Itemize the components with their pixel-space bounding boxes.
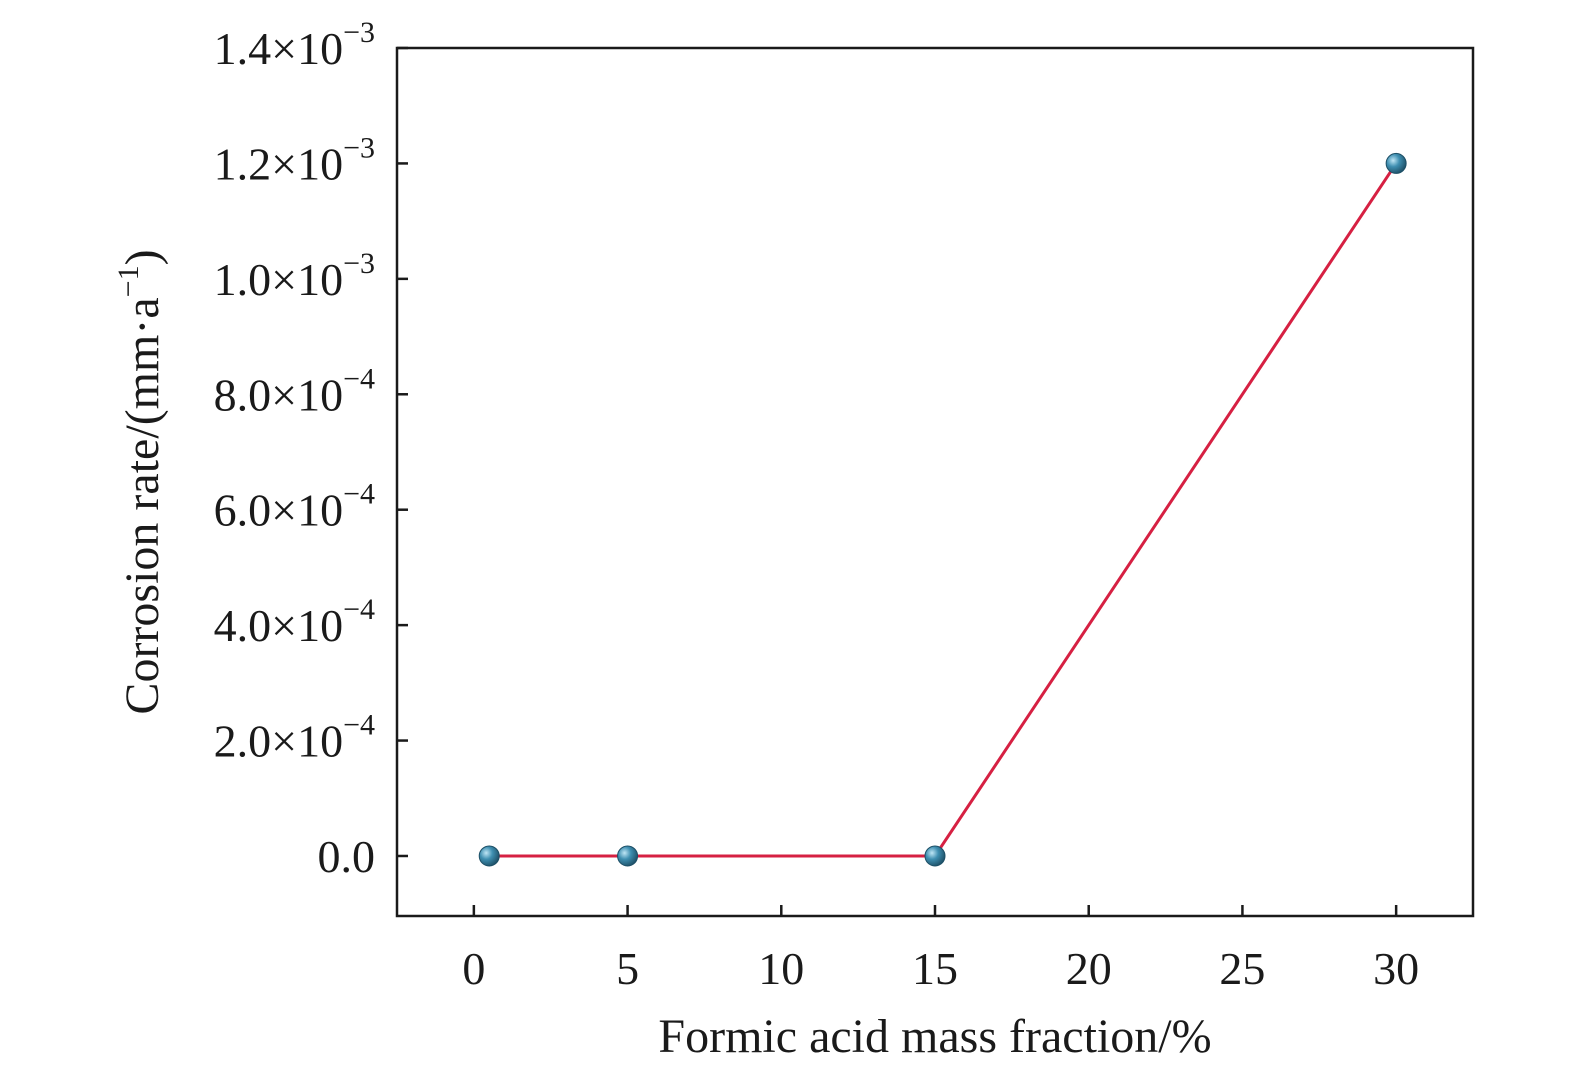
y-axis-title-close: ) bbox=[116, 249, 169, 265]
y-axis-title: Corrosion rate/(mm·a−1) bbox=[112, 249, 169, 714]
x-tick-label: 5 bbox=[616, 943, 639, 994]
x-tick-label: 15 bbox=[912, 943, 958, 994]
x-tick-label: 20 bbox=[1066, 943, 1112, 994]
plot-frame bbox=[395, 46, 1475, 918]
y-tick-label-mantissa: 0.0 bbox=[318, 831, 376, 882]
y-tick-label-mantissa: 8.0×10 bbox=[214, 369, 343, 420]
y-tick-label-mantissa: 4.0×10 bbox=[214, 600, 343, 651]
x-axis-title: Formic acid mass fraction/% bbox=[658, 1010, 1211, 1063]
y-tick-label-exponent: −4 bbox=[343, 593, 375, 626]
y-axis-ticks: 0.02.0×10−44.0×10−46.0×10−48.0×10−41.0×1… bbox=[214, 16, 408, 882]
y-tick-label-exponent: −4 bbox=[343, 709, 375, 742]
y-tick-label: 4.0×10−4 bbox=[214, 593, 375, 651]
y-tick-label: 1.2×10−3 bbox=[214, 131, 375, 189]
y-axis-title-sup: −1 bbox=[112, 265, 145, 297]
data-point bbox=[617, 845, 639, 867]
series-line bbox=[489, 162, 1398, 858]
y-tick-label-exponent: −4 bbox=[343, 478, 375, 511]
y-tick-label: 8.0×10−4 bbox=[214, 362, 375, 420]
data-point bbox=[478, 845, 500, 867]
x-tick-label: 30 bbox=[1373, 943, 1419, 994]
x-tick-label: 25 bbox=[1219, 943, 1265, 994]
series-layer bbox=[478, 152, 1407, 867]
y-tick-label: 1.0×10−3 bbox=[214, 247, 375, 305]
y-tick-label-exponent: −3 bbox=[343, 131, 375, 164]
y-axis-title-main: Corrosion rate/(mm·a bbox=[116, 297, 169, 714]
y-tick-label: 0.0 bbox=[318, 831, 376, 882]
y-tick-label-exponent: −3 bbox=[343, 16, 375, 49]
y-tick-label: 2.0×10−4 bbox=[214, 709, 375, 767]
y-tick-label-exponent: −4 bbox=[343, 362, 375, 395]
data-point bbox=[1385, 152, 1407, 174]
y-tick-label-mantissa: 6.0×10 bbox=[214, 485, 343, 536]
x-axis-ticks: 0 5 10 15 20 25 30 bbox=[462, 905, 1419, 994]
x-tick-label: 10 bbox=[758, 943, 804, 994]
y-tick-label-exponent: −3 bbox=[343, 247, 375, 280]
y-tick-label-mantissa: 1.2×10 bbox=[214, 138, 343, 189]
y-tick-label-mantissa: 2.0×10 bbox=[214, 716, 343, 767]
x-tick-label: 0 bbox=[462, 943, 485, 994]
data-point bbox=[924, 845, 946, 867]
y-tick-label-mantissa: 1.4×10 bbox=[214, 23, 343, 74]
y-tick-label: 6.0×10−4 bbox=[214, 478, 375, 536]
y-tick-label-mantissa: 1.0×10 bbox=[214, 254, 343, 305]
y-axis-title-group: Corrosion rate/(mm·a−1) bbox=[112, 249, 169, 714]
y-tick-label: 1.4×10−3 bbox=[214, 16, 375, 74]
